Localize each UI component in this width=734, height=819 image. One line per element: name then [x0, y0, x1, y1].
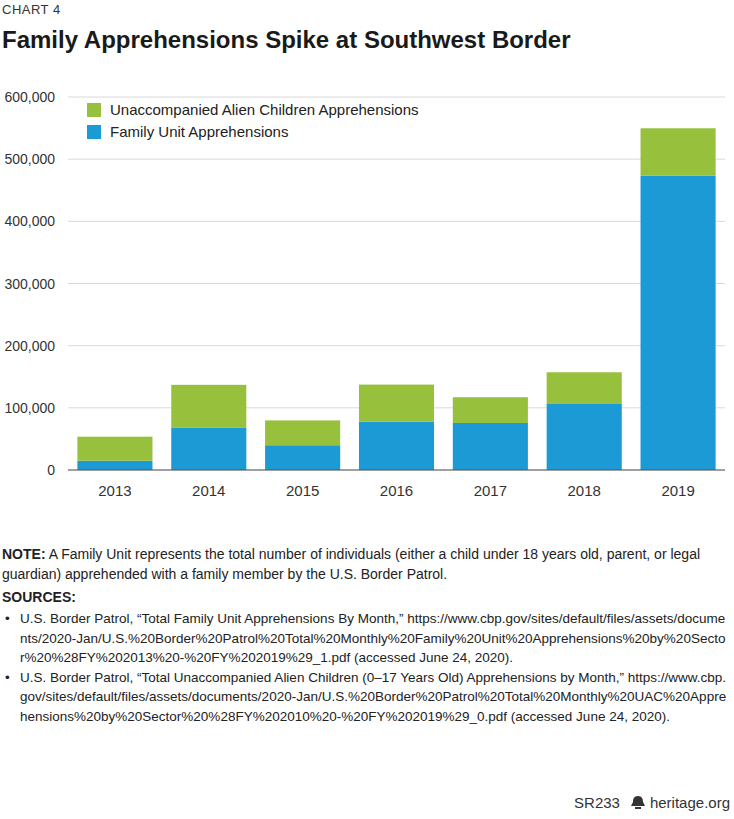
- grid-line: [68, 470, 725, 471]
- bar: [171, 427, 246, 470]
- note-label: NOTE:: [2, 546, 46, 562]
- grid-line: [68, 345, 725, 346]
- x-tick-label: 2014: [192, 482, 225, 499]
- bar: [641, 128, 716, 175]
- footer-site: heritage.org: [650, 794, 730, 811]
- bar: [453, 397, 528, 423]
- legend-swatch: [87, 125, 101, 139]
- footer-icon: [630, 795, 646, 809]
- y-tick-label: 600,000: [4, 89, 55, 105]
- x-tick-label: 2013: [98, 482, 131, 499]
- grid-line: [68, 283, 725, 284]
- bar: [77, 461, 152, 470]
- sources: U.S. Border Patrol, “Total Family Unit A…: [2, 609, 727, 726]
- legend-label: Family Unit Apprehensions: [110, 123, 288, 140]
- grid-line: [68, 159, 725, 160]
- bar: [359, 385, 434, 422]
- y-tick-label: 0: [47, 462, 55, 478]
- y-tick-label: 500,000: [4, 151, 55, 167]
- x-tick-label: 2016: [380, 482, 413, 499]
- x-tick-label: 2019: [661, 482, 694, 499]
- bar: [547, 403, 622, 470]
- y-tick-label: 100,000: [4, 400, 55, 416]
- source: U.S. Border Patrol, “Total Unaccompanied…: [2, 668, 727, 727]
- legend-label: Unaccompanied Alien Children Apprehensio…: [110, 101, 419, 118]
- note-text: A Family Unit represents the total numbe…: [2, 546, 700, 582]
- x-tick-label: 2015: [286, 482, 319, 499]
- grid: [68, 97, 725, 470]
- x-tick-label: 2018: [568, 482, 601, 499]
- title: Family Apprehensions Spike at Southwest …: [2, 26, 571, 54]
- legend-swatch: [87, 103, 101, 117]
- note: NOTE: A Family Unit represents the total…: [2, 544, 727, 584]
- chart: 0 100,000 200,000 300,000 400,000 500,000 600,…: [0, 0, 734, 520]
- sources-label: SOURCES:: [2, 589, 76, 605]
- bar: [171, 385, 246, 428]
- x-axis-line: [68, 470, 725, 471]
- x-tick-label: 2017: [474, 482, 507, 499]
- source: U.S. Border Patrol, “Total Family Unit A…: [2, 609, 727, 668]
- bar: [265, 445, 340, 470]
- bar: [453, 423, 528, 470]
- bar: [547, 372, 622, 403]
- y-tick-label: 200,000: [4, 338, 55, 354]
- grid-line: [68, 97, 725, 98]
- bar: [265, 420, 340, 445]
- bar: [77, 437, 152, 461]
- bar: [359, 422, 434, 470]
- grid-line: [68, 221, 725, 222]
- footer-code: SR233: [574, 794, 620, 811]
- legend: Unaccompanied Alien Children Apprehensio…: [87, 101, 419, 140]
- footer: SR233 heritage.org: [574, 792, 730, 811]
- y-tick-label: 400,000: [4, 213, 55, 229]
- bars: [77, 128, 715, 470]
- y-tick-label: 300,000: [4, 276, 55, 292]
- bar: [641, 176, 716, 470]
- chart-number: CHART 4: [2, 2, 61, 17]
